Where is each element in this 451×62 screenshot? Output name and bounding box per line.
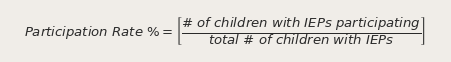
Text: $\mathit{Participation\ Rate\ \%} = \left[\dfrac{\#\ \mathit{of\ children\ with\: $\mathit{Participation\ Rate\ \%} = \lef…: [24, 15, 427, 47]
